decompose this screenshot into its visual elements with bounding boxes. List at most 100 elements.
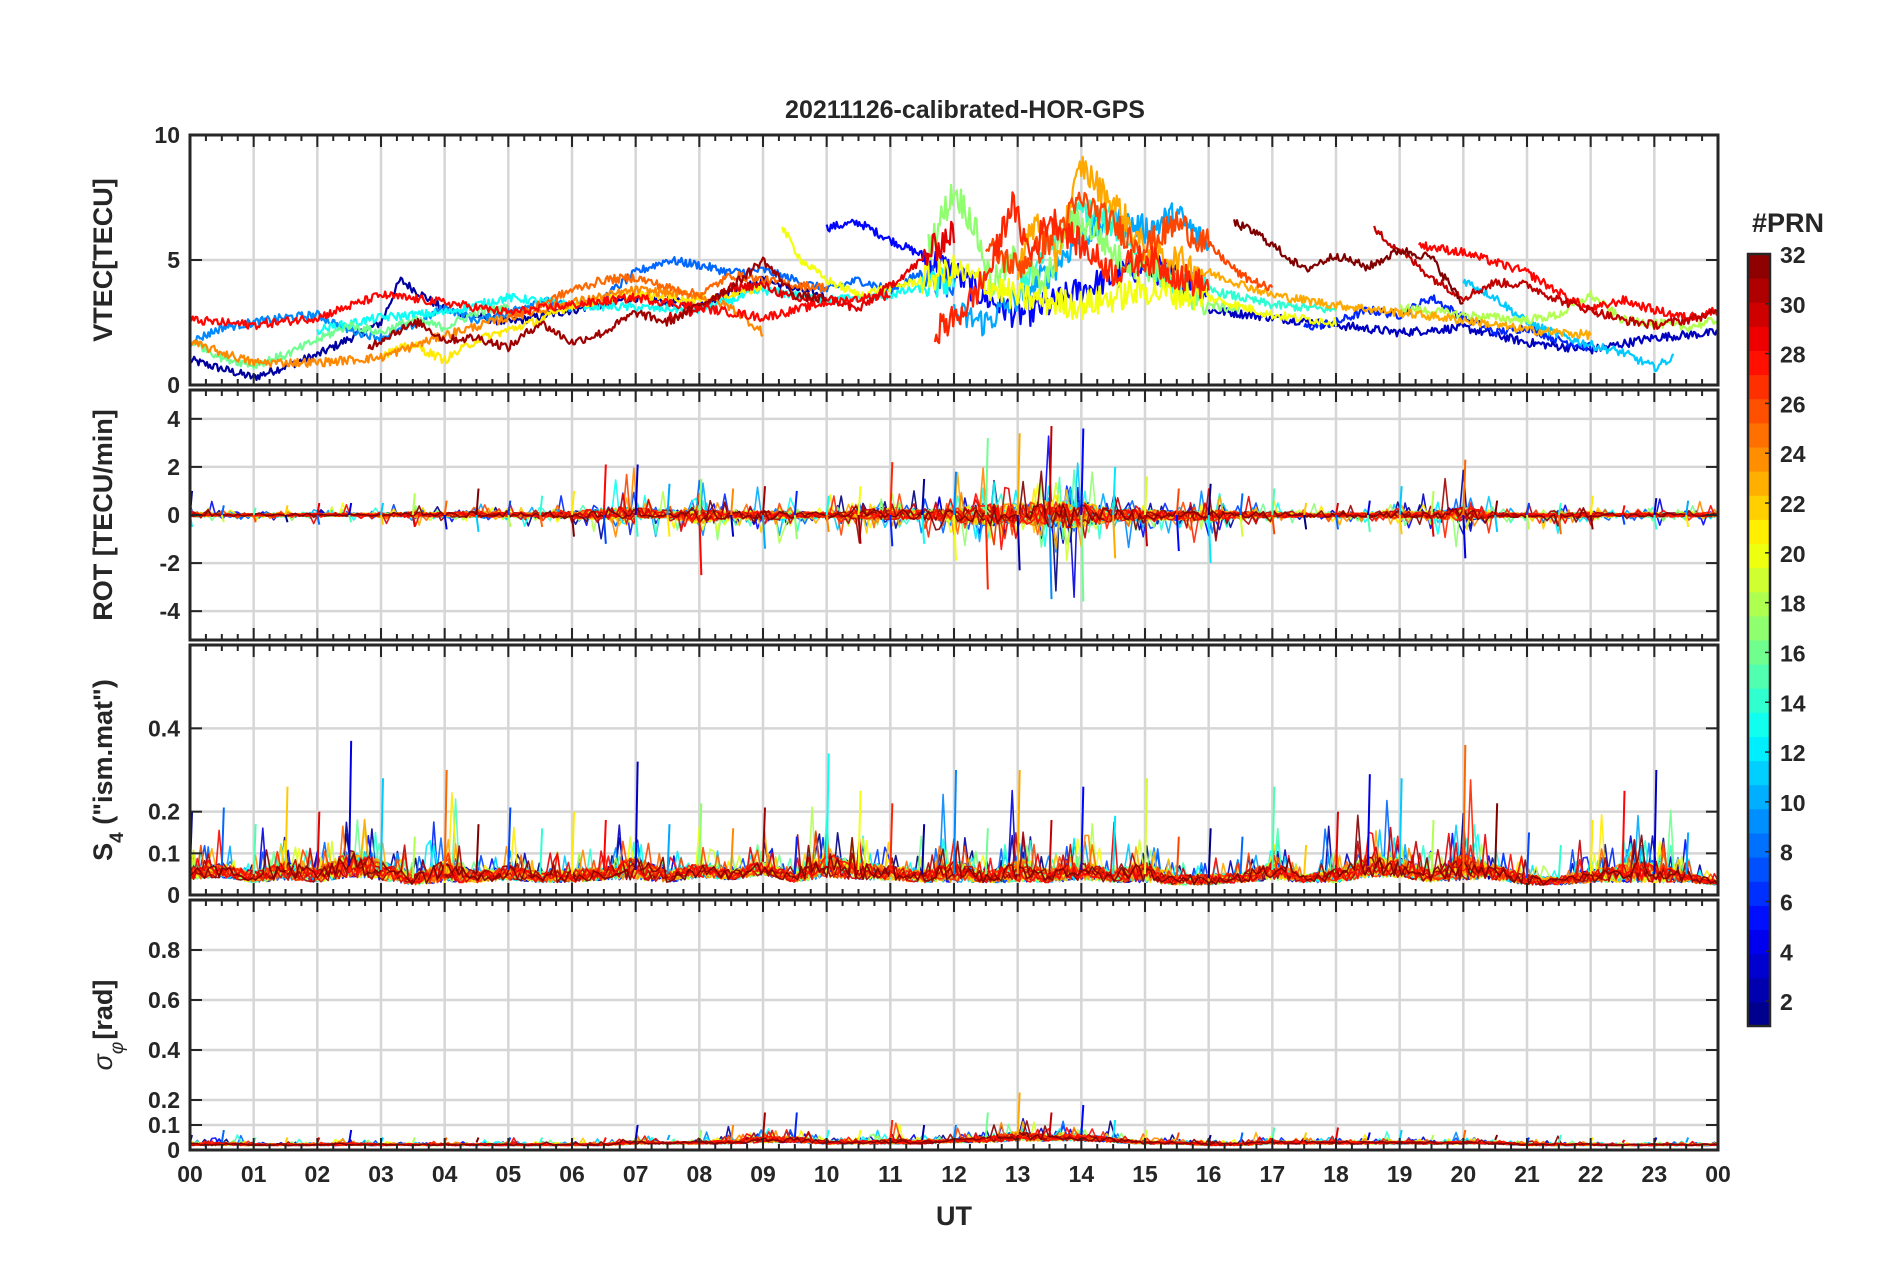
rot-peak-mark	[921, 478, 926, 516]
rot-peak-mark	[1462, 514, 1467, 559]
sigma-phi-peak-mark	[634, 1124, 639, 1141]
sigma-phi-peak-mark	[1080, 1104, 1085, 1136]
colorbar-tick-label: 12	[1780, 740, 1806, 766]
rot-peak-mark	[1557, 514, 1562, 535]
colorbar-swatch	[1748, 929, 1770, 955]
rot-peak-mark	[1494, 514, 1499, 532]
rot-peak-mark	[539, 514, 544, 528]
panel-s4: 00.10.20.4S4 ("ism.mat")	[88, 643, 1720, 908]
rot-peak-mark	[730, 488, 735, 516]
s4-peak-mark	[1526, 832, 1530, 879]
panel-rot: -4 -2 0 2 4 ROT [TECU/min]	[88, 388, 1720, 642]
vtec-line-prn-28	[1417, 241, 1718, 322]
sigma-phi-peak-mark	[1112, 1119, 1117, 1138]
x-tick-label: 18	[1323, 1161, 1349, 1187]
colorbar-swatch	[1748, 422, 1770, 448]
s4-peak-mark	[539, 828, 544, 875]
sigma-phi-peak-mark	[1685, 1137, 1690, 1143]
rot-peak-mark	[1685, 514, 1690, 528]
colorbar-swatch	[1748, 640, 1770, 665]
s4-peak-mark	[1335, 811, 1339, 875]
colorbar-tick-label: 30	[1780, 292, 1806, 318]
panel-frame	[188, 133, 1720, 387]
sigma-phi-peak-mark	[1016, 1092, 1021, 1136]
rot-peak-mark	[762, 486, 766, 516]
rot-peak-mark	[793, 490, 798, 516]
s4-peak-mark	[284, 786, 289, 871]
x-tick-label: 01	[241, 1161, 267, 1187]
vtec-line-prn-25	[507, 271, 828, 318]
rot-peak-mark	[316, 514, 321, 525]
colorbar-tick-label: 18	[1780, 591, 1806, 617]
rot-peak-mark	[1589, 514, 1594, 530]
rot-peak-mark	[1080, 514, 1085, 602]
rot-peak-mark	[1303, 514, 1308, 530]
y-tick-label: -2	[160, 550, 180, 576]
y-axis-label: σφ[rad]	[88, 980, 128, 1071]
s4-peak-mark	[921, 824, 926, 875]
rot-peak-mark	[666, 514, 671, 537]
colorbar-swatch	[1748, 471, 1770, 496]
panel-frame	[188, 388, 1720, 642]
rot-peak-mark	[411, 514, 416, 528]
y-tick-label: 0.1	[148, 1112, 180, 1138]
s4-peak-mark	[1175, 836, 1180, 879]
sigma-phi-peak-mark	[220, 1129, 225, 1143]
sigma-phi-peak-mark	[475, 1137, 480, 1143]
s4-peak-mark	[666, 824, 671, 875]
rot-peak-mark	[1335, 514, 1339, 530]
rot-peak-mark	[1048, 426, 1053, 516]
rot-peak-mark	[857, 514, 862, 544]
rot-peak-mark	[1144, 476, 1148, 516]
rot-peak-mark	[1271, 514, 1276, 535]
rot-peak-mark	[857, 486, 862, 516]
s4-peak-mark	[411, 836, 416, 879]
panel-frame	[188, 643, 1720, 897]
rot-peak-mark	[348, 514, 353, 523]
s4-peak-mark	[1207, 828, 1212, 879]
rot-peak-mark	[634, 464, 639, 516]
sigma-phi-peak-mark	[730, 1124, 735, 1141]
sigma-phi-peak-mark	[602, 1137, 607, 1143]
colorbar-swatch	[1748, 736, 1770, 762]
colorbar-swatch	[1748, 254, 1770, 279]
rot-peak-mark	[1207, 514, 1212, 564]
rot-peak-mark	[443, 514, 448, 530]
s4-peak-mark	[1080, 786, 1085, 871]
rot-peak-mark	[825, 495, 830, 516]
colorbar-tick-label: 26	[1780, 391, 1806, 417]
rot-peak-mark	[1112, 514, 1117, 559]
rot-peak-mark	[571, 514, 575, 537]
rot-peak-mark	[1653, 498, 1658, 516]
rot-peak-mark	[1175, 514, 1180, 552]
x-tick-label: 19	[1387, 1161, 1413, 1187]
x-tick-label: 13	[1005, 1161, 1031, 1187]
rot-peak-mark	[953, 514, 957, 561]
rot-peak-mark	[380, 502, 384, 516]
s4-peak-mark	[698, 803, 703, 866]
sigma-phi-peak-mark	[1048, 1112, 1053, 1136]
s4-peak-mark	[1621, 790, 1626, 875]
rot-peak-mark	[1685, 500, 1690, 516]
rot-peak-mark	[1653, 514, 1658, 530]
rot-peak-mark	[1144, 514, 1148, 547]
x-tick-label: 23	[1642, 1161, 1668, 1187]
vtec-line-prn-9	[190, 296, 574, 347]
sigma-phi-peak-mark	[1271, 1127, 1276, 1141]
sigma-phi-peak-mark	[666, 1134, 671, 1141]
s4-peak-mark	[762, 807, 766, 862]
vtec-line-prn-27	[933, 191, 1210, 345]
rot-peak-mark	[1080, 428, 1085, 516]
rot-peak-mark	[984, 514, 989, 590]
rot-peak-mark	[1494, 500, 1499, 516]
vtec-line-prn-31	[367, 256, 828, 353]
colorbar-swatch	[1748, 664, 1770, 689]
sigma-phi-peak-mark	[1430, 1134, 1435, 1141]
rot-peak-mark	[1526, 502, 1530, 516]
colorbar-tick-label: 22	[1780, 491, 1806, 517]
rot-peak-mark	[1239, 514, 1244, 537]
rot-peak-mark	[475, 514, 480, 532]
colorbar-swatch	[1748, 953, 1770, 979]
panel-sigma-phi: 00.10.2 0.4 0.6 0.8 σφ[rad] 00 01 02 03 04 05 06 07 0…	[88, 898, 1731, 1231]
